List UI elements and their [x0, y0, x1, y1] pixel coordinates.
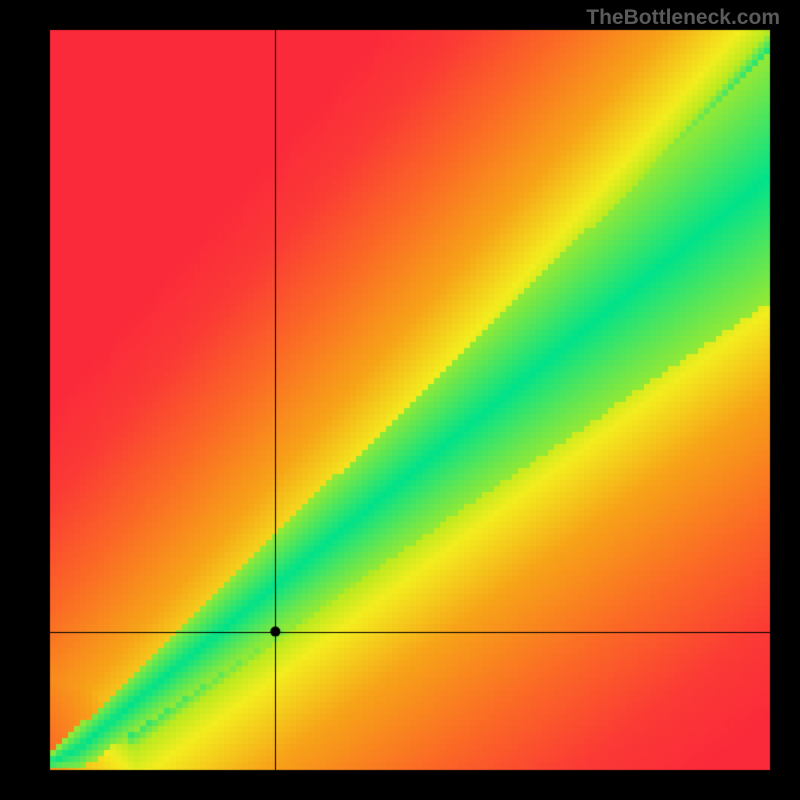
figure: TheBottleneck.com	[0, 0, 800, 800]
watermark-text: TheBottleneck.com	[586, 6, 780, 30]
heatmap-canvas	[0, 0, 800, 800]
